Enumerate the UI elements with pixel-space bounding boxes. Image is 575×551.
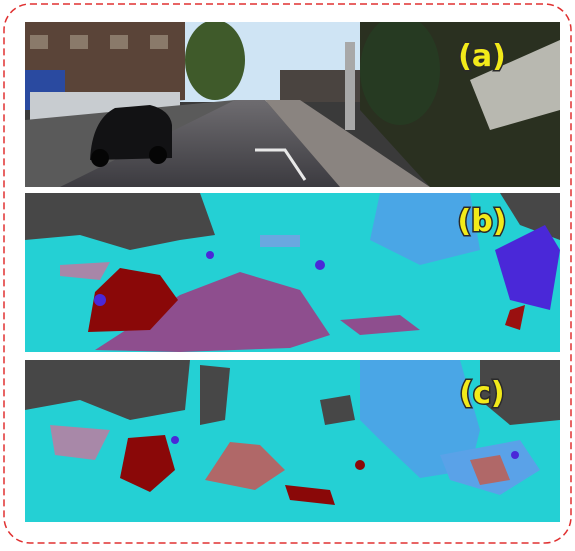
page: {"panels": [{"label": "(a)"}, {"label": … [0, 0, 575, 547]
panel-label: (c) [459, 376, 504, 411]
panel-label: (b) [458, 204, 507, 239]
panel-label: (a) [458, 39, 506, 74]
separator [25, 187, 560, 193]
figure: (a) (b) (c) [0, 0, 575, 547]
separator [25, 352, 560, 360]
